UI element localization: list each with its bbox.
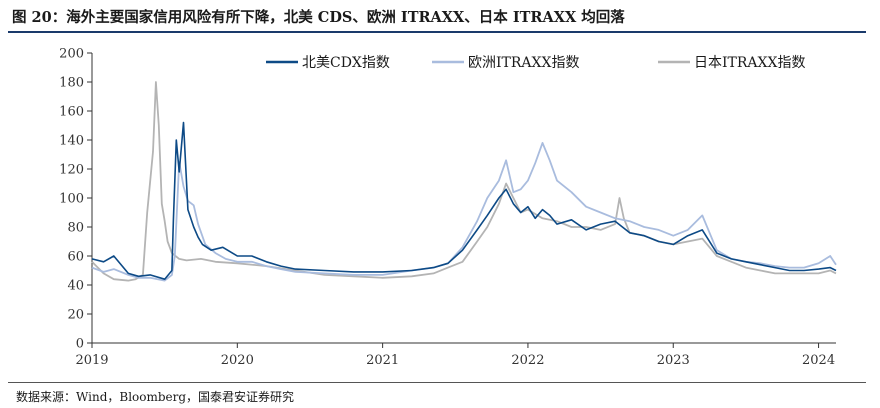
- y-tick-label: 140: [59, 134, 84, 149]
- y-tick-label: 60: [67, 250, 84, 265]
- series-line-0: [91, 121, 837, 281]
- axes: 0 20 40 60 80 100 120 140 160 180 200 2019 2020 2021 2…: [59, 47, 836, 368]
- y-tick-label: 120: [59, 163, 84, 178]
- x-tick-label: 2019: [75, 353, 108, 368]
- x-tick-label: 2023: [657, 353, 690, 368]
- y-tick-label: 40: [67, 279, 84, 294]
- figure-title: 图 20：海外主要国家信用风险有所下降，北美 CDS、欧洲 ITRAXX、日本 …: [12, 9, 625, 26]
- y-tick-label: 0: [76, 337, 84, 352]
- legend: 北美CDX指数 欧洲ITRAXX指数 日本ITRAXX指数: [266, 55, 805, 71]
- source-divider: [8, 382, 866, 383]
- y-tick-label: 100: [59, 192, 84, 207]
- y-tick-label: 20: [67, 308, 84, 323]
- series-line-1: [91, 141, 837, 282]
- x-tick-label: 2020: [221, 353, 254, 368]
- y-tick-label: 180: [59, 76, 84, 91]
- y-tick-label: 80: [67, 221, 84, 236]
- legend-label-2: 日本ITRAXX指数: [694, 55, 805, 71]
- x-tick-label: 2021: [366, 353, 399, 368]
- series-lines: [91, 81, 837, 282]
- y-tick-label: 200: [59, 47, 84, 62]
- title-divider: [8, 31, 866, 33]
- legend-label-0: 北美CDX指数: [302, 55, 390, 71]
- source-note: 数据来源：Wind，Bloomberg，国泰君安证券研究: [16, 390, 295, 404]
- x-tick-label: 2022: [511, 353, 544, 368]
- series-line-2: [91, 81, 837, 282]
- x-tick-label: 2024: [802, 353, 835, 368]
- legend-label-1: 欧洲ITRAXX指数: [468, 55, 579, 71]
- y-tick-label: 160: [59, 105, 84, 120]
